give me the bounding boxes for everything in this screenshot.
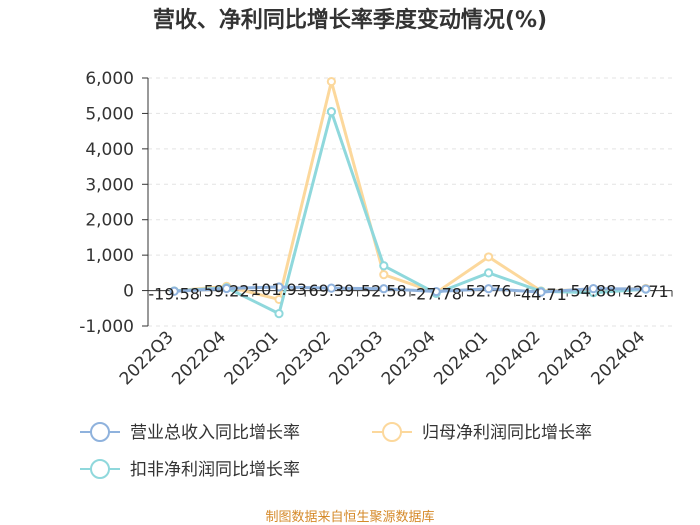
data-point [326, 283, 336, 293]
legend-label: 归母净利润同比增长率 [422, 423, 592, 443]
source-note: 制图数据来自恒生聚源数据库 [265, 509, 434, 525]
data-point [484, 252, 494, 262]
data-point [326, 76, 336, 87]
y-tick-label: 1,000 [85, 246, 134, 266]
data-label: -44.71 [515, 285, 567, 304]
y-tick-label: 3,000 [85, 175, 134, 195]
y-tick-label: 5,000 [85, 104, 134, 124]
data-point [326, 107, 336, 117]
data-point [169, 286, 179, 296]
series-line [174, 285, 646, 294]
legend-label: 营业总收入同比增长率 [130, 423, 300, 443]
x-tick-label: 2024Q1 [430, 327, 492, 389]
series-line [174, 110, 646, 316]
x-tick-label: 2023Q3 [325, 327, 387, 389]
legend-item[interactable]: 归母净利润同比增长率 [372, 422, 592, 443]
data-label: 101.93 [251, 280, 307, 299]
x-tick-label: 2024Q3 [535, 327, 597, 389]
x-tick-label: 2023Q2 [273, 327, 335, 389]
series-lines [169, 76, 651, 319]
data-label: 54.88 [570, 282, 616, 301]
data-point [379, 284, 389, 294]
data-point [484, 268, 494, 278]
data-label: 69.39 [308, 281, 354, 300]
data-point [222, 283, 232, 294]
legend-item[interactable]: 营业总收入同比增长率 [80, 422, 300, 443]
axes: -1,000 0 1,000 2,000 3,000 4,000 5,000 6,000 202… [79, 69, 673, 389]
y-tick-label: 0 [123, 282, 134, 302]
data-point [588, 284, 599, 294]
x-tick-label: 2024Q4 [587, 327, 649, 389]
legend-marker [382, 422, 402, 442]
x-tick-label: 2023Q1 [221, 327, 283, 389]
y-tick-label: 6,000 [85, 69, 134, 89]
data-label: 52.58 [361, 282, 407, 301]
data-point [379, 261, 389, 271]
legend-item[interactable]: 扣非净利润同比增长率 [80, 459, 300, 480]
x-tick-label: 2024Q2 [483, 327, 545, 389]
data-point [274, 309, 284, 319]
data-point [641, 284, 651, 294]
y-tick-label: 4,000 [85, 140, 134, 160]
series-line [174, 80, 646, 301]
data-label: 52.76 [466, 282, 512, 301]
data-point [536, 287, 546, 297]
data-label: -19.58 [148, 284, 200, 303]
y-tick-label: -1,000 [79, 317, 134, 337]
chart-title: 营收、净利同比增长率季度变动情况(%) [153, 7, 547, 33]
legend-marker [90, 459, 110, 479]
data-point [431, 286, 441, 297]
data-label: 59.22 [204, 281, 250, 300]
data-labels: -19.58 59.22 101.93 69.39 52.58 -27.78 52.76 -4… [148, 280, 668, 304]
x-tick-label: 2022Q4 [168, 327, 230, 389]
legend-label: 扣非净利润同比增长率 [130, 460, 300, 480]
data-point [484, 284, 494, 294]
legend-marker [90, 422, 110, 442]
x-tick-label: 2023Q4 [378, 327, 440, 389]
data-label: -27.78 [410, 285, 462, 304]
data-point [274, 282, 284, 292]
data-label: 42.71 [623, 282, 669, 301]
data-point [379, 270, 389, 280]
y-tick-label: 2,000 [85, 211, 134, 231]
